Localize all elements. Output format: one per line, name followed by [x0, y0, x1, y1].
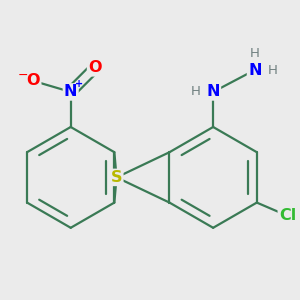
Text: H: H — [267, 64, 277, 76]
Text: H: H — [250, 47, 260, 60]
Text: S: S — [111, 170, 122, 185]
Text: O: O — [27, 74, 40, 88]
Text: N: N — [248, 62, 262, 77]
Text: N: N — [206, 84, 220, 99]
Text: −: − — [17, 69, 28, 82]
Text: H: H — [191, 85, 201, 98]
Text: Cl: Cl — [279, 208, 296, 223]
Text: O: O — [88, 60, 102, 75]
Text: N: N — [64, 84, 77, 99]
Text: +: + — [75, 79, 83, 89]
